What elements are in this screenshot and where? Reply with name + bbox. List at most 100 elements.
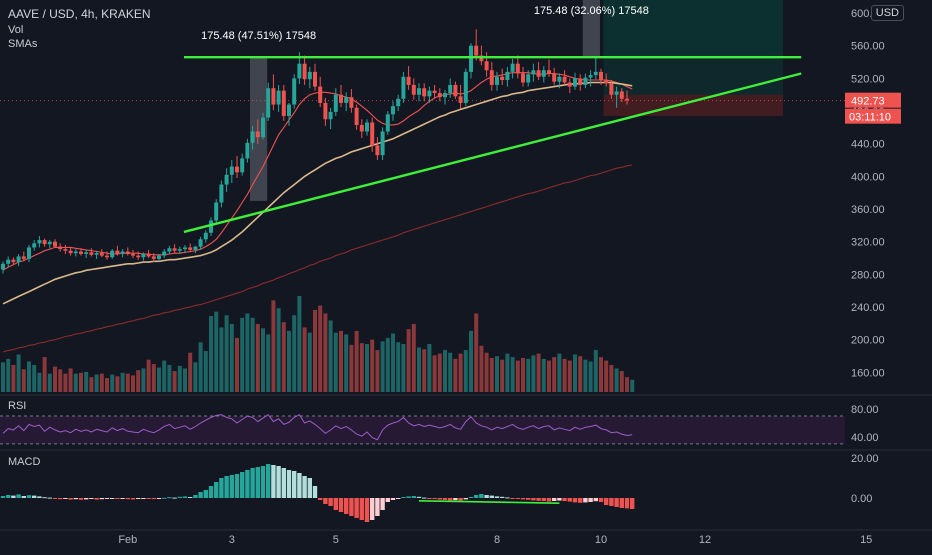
sma-legend[interactable]: SMAs: [8, 38, 38, 50]
macd-histogram-bar: [406, 496, 411, 498]
macd-histogram-bar: [110, 498, 115, 499]
macd-histogram-bar: [78, 498, 84, 500]
volume-bar: [198, 342, 203, 392]
sma-line-long: [2, 164, 633, 353]
volume-bar: [110, 374, 115, 392]
macd-histogram-bar: [292, 471, 297, 498]
candle: [443, 89, 447, 105]
macd-histogram-bar: [375, 498, 380, 516]
macd-histogram-bar: [6, 495, 11, 498]
candle: [266, 82, 271, 121]
volume-bar: [333, 332, 338, 392]
candle: [448, 78, 453, 98]
candle: [32, 240, 37, 251]
candle: [479, 45, 484, 66]
macd-histogram-bar: [432, 498, 437, 499]
volume-bar: [541, 358, 546, 392]
candle: [614, 86, 619, 108]
volume-bar: [432, 355, 437, 392]
candle: [484, 52, 489, 77]
candle-body: [157, 255, 161, 259]
candle-body: [541, 70, 546, 77]
candle: [27, 245, 31, 263]
candle-body: [141, 253, 146, 258]
volume-bar: [235, 337, 239, 392]
candle: [172, 244, 177, 254]
candle-body: [63, 249, 68, 251]
macd-histogram-bar: [162, 497, 167, 499]
volume-bar: [552, 357, 557, 392]
macd-histogram-bar: [120, 498, 125, 499]
candle-body: [302, 63, 307, 80]
price-tick-label: 360.00: [851, 204, 885, 216]
candle: [422, 83, 427, 102]
macd-histogram-bar: [427, 498, 432, 499]
candle-body: [391, 106, 395, 115]
macd-histogram-bar: [468, 497, 474, 498]
candle: [359, 119, 364, 139]
candle: [89, 248, 94, 257]
macd-pane-label[interactable]: MACD: [8, 456, 41, 468]
candle-body: [292, 78, 297, 105]
candle: [593, 57, 598, 80]
volume-bar: [115, 376, 120, 392]
candle-body: [214, 202, 219, 221]
macd-histogram-bar: [344, 498, 349, 514]
volume-bar: [427, 344, 432, 392]
volume-bar: [588, 361, 593, 392]
candle-body: [68, 250, 73, 254]
candle-body: [94, 253, 99, 255]
volume-bar: [209, 316, 213, 392]
currency-button[interactable]: USD: [870, 5, 904, 21]
candle: [151, 253, 156, 263]
candle: [214, 199, 219, 224]
candle: [391, 101, 395, 121]
projection-stop-zone: [603, 94, 783, 116]
candle-body: [120, 251, 125, 254]
volume-bar: [125, 373, 130, 392]
candle-body: [437, 93, 442, 98]
candle: [313, 63, 317, 91]
candle-body: [479, 55, 484, 62]
candle: [167, 245, 172, 254]
macd-histogram-bar: [494, 496, 500, 498]
volume-bar: [141, 368, 146, 392]
symbol-title[interactable]: AAVE / USD, 4h, KRAKEN: [8, 7, 151, 21]
macd-histogram-bar: [312, 486, 318, 498]
candle-body: [417, 88, 421, 95]
macd-histogram-bar: [359, 498, 364, 520]
volume-bar: [1, 362, 5, 392]
volume-bar: [505, 353, 510, 392]
volume-bar: [375, 350, 380, 392]
candle: [531, 63, 536, 82]
candle-body: [427, 90, 432, 97]
macd-histogram-bar: [146, 498, 151, 499]
candle-body: [281, 90, 286, 116]
macd-histogram-bar: [619, 498, 624, 508]
candle: [73, 249, 78, 257]
time-tick-label: 15: [860, 534, 872, 546]
candle: [578, 74, 583, 91]
candle: [541, 66, 546, 83]
candle: [302, 55, 307, 85]
candle: [609, 80, 614, 99]
candle-body: [250, 131, 255, 143]
macd-histogram-bar: [364, 498, 370, 522]
macd-histogram-bar: [271, 465, 276, 498]
macd-histogram-bar: [68, 498, 73, 500]
candle: [157, 253, 161, 262]
volume-bar: [604, 360, 609, 392]
volume-bar: [536, 353, 541, 392]
volume-bar: [567, 360, 572, 392]
macd-histogram-bar: [198, 492, 203, 498]
macd-histogram-bar: [203, 490, 208, 498]
candle-body: [443, 93, 447, 98]
volume-bar: [151, 364, 156, 392]
volume-legend[interactable]: Vol: [8, 24, 24, 36]
macd-histogram-bar: [380, 498, 385, 510]
rsi-pane-label[interactable]: RSI: [8, 400, 27, 412]
candle-body: [16, 256, 21, 263]
candle: [47, 240, 52, 249]
candle: [162, 249, 167, 259]
